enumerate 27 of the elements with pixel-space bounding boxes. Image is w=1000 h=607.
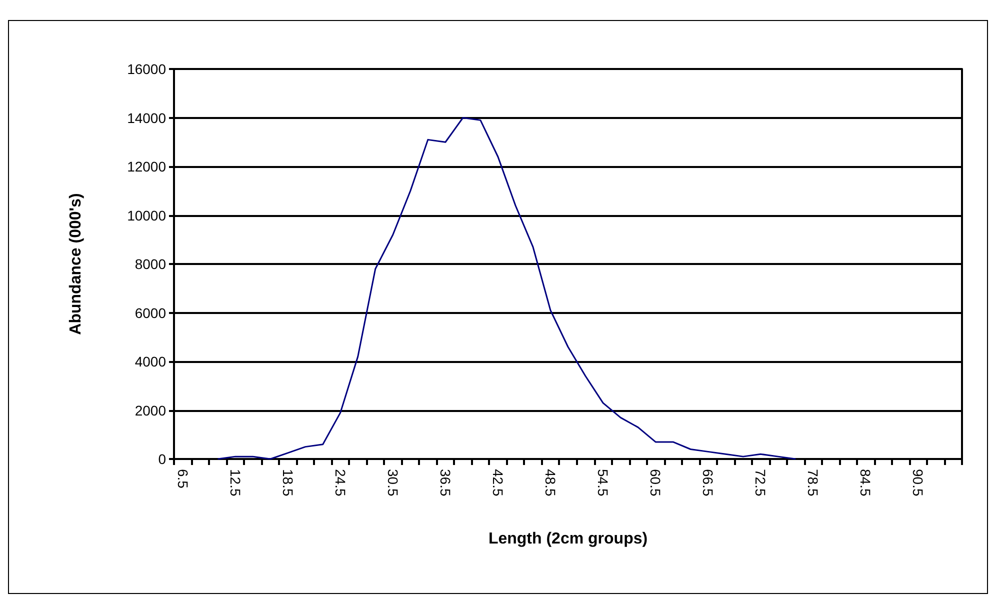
y-tick-label: 16000 [127,61,166,77]
y-tick-label: 14000 [127,110,166,126]
x-tick-label: 36.5 [437,469,454,496]
x-tick-label: 48.5 [542,469,558,496]
x-tick-label: 84.5 [858,469,874,496]
y-tick-label: 0 [158,451,166,467]
x-tick-label: 60.5 [648,469,664,496]
y-tick-label: 8000 [134,256,166,272]
y-tick-label: 12000 [127,158,166,174]
x-tick-label: 18.5 [280,469,296,496]
line-series [217,117,796,460]
y-tick-label: 2000 [134,402,166,418]
y-tick-label: 4000 [134,354,166,370]
x-tick-label: 72.5 [752,469,769,496]
x-tick-label: 90.5 [910,469,926,496]
x-tick-label: 12.5 [227,469,244,496]
x-tick-label: 66.5 [700,469,716,496]
x-axis-title: Length (2cm groups) [488,530,648,548]
x-tick-label: 6.5 [174,469,191,489]
y-tick-label: 10000 [127,207,166,224]
x-tick-label: 24.5 [332,469,348,496]
x-tick-label: 54.5 [595,469,612,496]
y-axis-title: Abundance (000's) [68,193,84,335]
x-tick-label: 30.5 [384,469,401,496]
x-tick-label: 42.5 [490,469,506,496]
y-tick-label: 6000 [134,304,166,321]
x-tick-label: 78.5 [805,469,822,496]
